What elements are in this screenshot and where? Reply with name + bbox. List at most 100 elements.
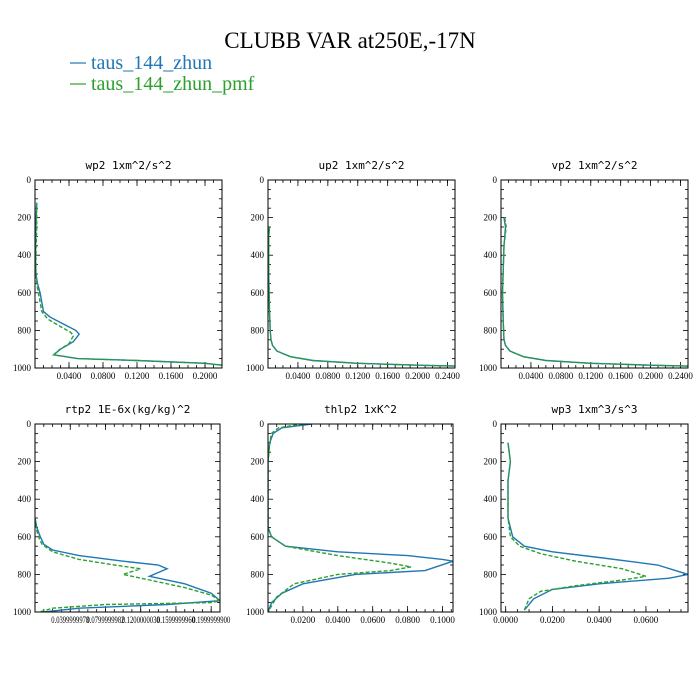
x-tick-label: 0.0400	[57, 371, 82, 381]
y-tick-label: 800	[251, 569, 265, 579]
legend-label-2: taus_144_zhun_pmf	[91, 73, 255, 95]
x-tick-label: 0.2000	[193, 371, 218, 381]
panels: wp2 1xm^2/s^2 0 200 400 600 800 1000 0.0400 0.08…	[13, 159, 693, 625]
x-tick-label: 0.0800	[395, 615, 420, 625]
y-tick-label: 0	[27, 175, 32, 185]
x-tick-label: 0.0400	[587, 615, 612, 625]
y-tick-label: 0	[493, 419, 498, 429]
x-tick-label: 0.1000	[430, 615, 455, 625]
series-line-2	[507, 442, 647, 611]
figure-title: CLUBB VAR at250E,-17N	[224, 28, 476, 53]
x-tick-label: 0.2400	[435, 371, 460, 381]
x-tick-label: 0.1200	[345, 371, 370, 381]
y-tick-label: 600	[251, 532, 265, 542]
x-tick-label: 0.1600	[159, 371, 184, 381]
series-line-2	[268, 226, 455, 367]
y-tick-label: 400	[484, 250, 498, 260]
panel-5: thlp2 1xK^2 0 200 400 600 800 1000 0.0200 0.0400…	[246, 403, 455, 625]
y-tick-label: 600	[251, 288, 265, 298]
panel-frame	[267, 179, 456, 369]
y-tick-label: 400	[251, 250, 265, 260]
panel-title: rtp2 1E-6x(kg/kg)^2	[65, 403, 191, 416]
y-tick-label: 1000	[13, 363, 32, 373]
x-tick-label: 0.0400	[325, 615, 350, 625]
y-tick-label: 200	[484, 457, 498, 467]
x-tick-label: 0.1600	[375, 371, 400, 381]
y-tick-label: 400	[251, 494, 265, 504]
y-tick-label: 200	[251, 457, 265, 467]
panel-frame	[34, 179, 223, 369]
y-tick-label: 800	[251, 325, 265, 335]
panel-1: wp2 1xm^2/s^2 0 200 400 600 800 1000 0.0400 0.08…	[13, 159, 223, 381]
y-tick-label: 400	[18, 250, 32, 260]
x-tick-label: 0.2000	[405, 371, 430, 381]
y-tick-label: 0	[27, 419, 32, 429]
y-tick-label: 600	[484, 288, 498, 298]
x-tick-label: 0.0799999982	[86, 615, 124, 625]
panel-title: thlp2 1xK^2	[324, 403, 397, 416]
y-tick-label: 0	[260, 419, 265, 429]
x-tick-label: 0.1200000030	[122, 615, 160, 625]
x-tick-label: 0.0600	[360, 615, 385, 625]
y-tick-label: 200	[18, 457, 32, 467]
y-tick-label: 600	[18, 532, 32, 542]
y-tick-label: 800	[18, 325, 32, 335]
y-tick-label: 0	[260, 175, 265, 185]
x-tick-label: 0.0200	[291, 615, 316, 625]
series-line-1	[507, 442, 688, 611]
x-tick-label: 0.0800	[315, 371, 340, 381]
series-line-2	[268, 424, 412, 612]
y-tick-label: 200	[18, 213, 32, 223]
x-tick-label: 0.0200	[540, 615, 565, 625]
y-tick-label: 800	[484, 325, 498, 335]
x-tick-label: 0.2400	[668, 371, 693, 381]
x-tick-label: 0.0800	[91, 371, 116, 381]
x-tick-label: 0.2000	[638, 371, 663, 381]
y-tick-label: 0	[493, 175, 498, 185]
y-tick-label: 600	[484, 532, 498, 542]
x-tick-label: 0.1599999960	[157, 615, 195, 625]
series-line-2	[35, 202, 222, 366]
panel-frame	[267, 423, 454, 613]
x-tick-label: 0.1200	[125, 371, 150, 381]
y-tick-label: 600	[18, 288, 32, 298]
y-tick-label: 800	[484, 569, 498, 579]
x-tick-label: 0.0000	[493, 615, 518, 625]
panel-title: wp3 1xm^3/s^3	[551, 403, 637, 416]
panel-title: wp2 1xm^2/s^2	[85, 159, 171, 172]
x-tick-label: 0.0399999978	[51, 615, 89, 625]
series-line-1	[268, 226, 455, 367]
panel-2: up2 1xm^2/s^2 0 200 400 600 800 1000 0.0400 0.08…	[246, 159, 460, 381]
panel-frame	[500, 423, 689, 613]
x-tick-label: 0.0400	[519, 371, 544, 381]
legend: taus_144_zhun taus_144_zhun_pmf	[70, 52, 255, 95]
y-tick-label: 1000	[479, 363, 498, 373]
y-tick-label: 200	[251, 213, 265, 223]
x-tick-label: 0.1600	[608, 371, 633, 381]
y-tick-label: 400	[18, 494, 32, 504]
y-tick-label: 200	[484, 213, 498, 223]
y-tick-label: 400	[484, 494, 498, 504]
x-tick-label: 0.1200	[578, 371, 603, 381]
panel-title: up2 1xm^2/s^2	[318, 159, 404, 172]
series-line-2	[35, 517, 220, 612]
legend-label-1: taus_144_zhun	[91, 52, 212, 74]
panel-title: vp2 1xm^2/s^2	[551, 159, 637, 172]
series-line-2	[501, 217, 688, 367]
x-tick-label: 0.0400	[286, 371, 311, 381]
y-tick-label: 1000	[246, 607, 265, 617]
series-line-1	[501, 217, 688, 367]
y-tick-label: 800	[18, 569, 32, 579]
x-tick-label: 0.0600	[634, 615, 659, 625]
series-line-1	[35, 517, 220, 612]
series-line-1	[35, 202, 222, 366]
x-tick-label: 0.1999999900	[192, 615, 230, 625]
panel-3: vp2 1xm^2/s^2 0 200 400 600 800 1000 0.0400 0.08…	[479, 159, 693, 381]
y-tick-label: 1000	[13, 607, 32, 617]
panel-4: rtp2 1E-6x(kg/kg)^2 0 200 400 600 800 1000 0.03…	[13, 403, 231, 625]
y-tick-label: 1000	[479, 607, 498, 617]
panel-frame	[500, 179, 689, 369]
x-tick-label: 0.0800	[548, 371, 573, 381]
